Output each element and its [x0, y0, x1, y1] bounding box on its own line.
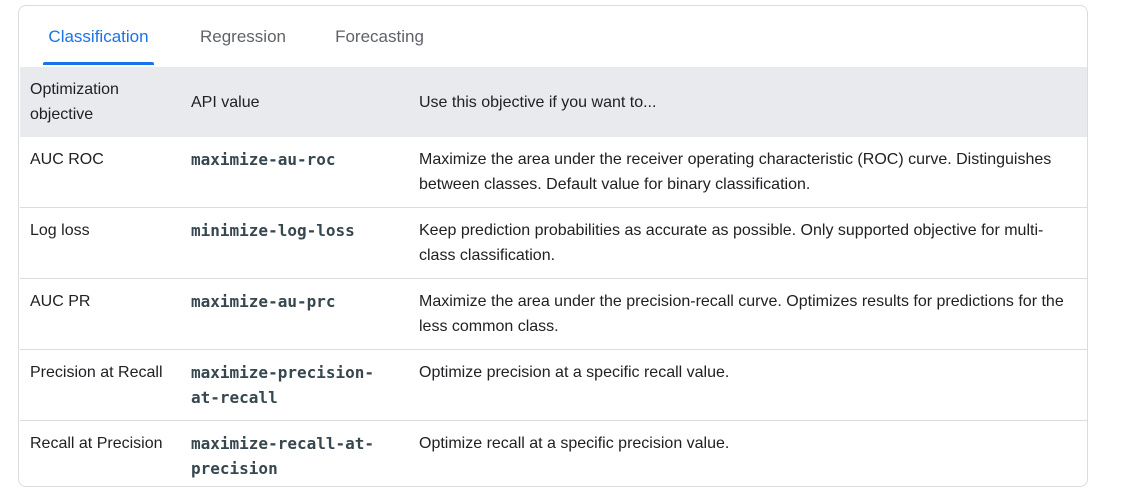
- tab-bar: Classification Regression Forecasting: [19, 6, 1087, 67]
- row-api-value: maximize-au-prc: [181, 278, 409, 350]
- objectives-card: Classification Regression Forecasting Op…: [18, 5, 1088, 487]
- row-objective: AUC PR: [20, 278, 181, 350]
- row-objective: Precision at Recall: [20, 349, 181, 421]
- row-description: Maximize the area under the precision-re…: [409, 278, 1087, 350]
- table-row: Log loss minimize-log-loss Keep predicti…: [20, 207, 1087, 279]
- tab-regression[interactable]: Regression: [197, 6, 289, 67]
- row-objective: Recall at Precision: [30, 435, 163, 452]
- row-api-value: maximize-au-roc: [181, 137, 409, 208]
- objectives-table: Optimization objective API value Use thi…: [20, 67, 1087, 487]
- table-row: AUC ROC maximize-au-roc Maximize the are…: [20, 137, 1087, 208]
- table-row: AUC PR maximize-au-prc Maximize the area…: [20, 278, 1087, 350]
- tab-forecasting-label: Forecasting: [335, 26, 424, 46]
- row-description: Optimize recall at a specific precision …: [419, 435, 730, 452]
- tab-classification[interactable]: Classification: [43, 6, 154, 67]
- row-description: Optimize precision at a specific recall …: [409, 349, 1087, 421]
- row-description: Maximize the area under the receiver ope…: [409, 137, 1087, 208]
- row-api-value: maximize-precision-at-recall: [181, 349, 409, 421]
- row-objective: Log loss: [20, 207, 181, 279]
- row-description: Keep prediction probabilities as accurat…: [409, 207, 1087, 279]
- tab-regression-label: Regression: [200, 26, 286, 46]
- row-api-value: minimize-log-loss: [181, 207, 409, 279]
- tab-classification-label: Classification: [48, 26, 149, 46]
- table-row: Recall at Precision maximize-recall-at-p…: [20, 421, 1087, 487]
- table-row: Precision at Recall maximize-precision-a…: [20, 349, 1087, 421]
- header-optimization-objective: Optimization objective: [30, 81, 119, 123]
- header-use-objective: Use this objective if you want to...: [419, 93, 657, 111]
- header-api-value: API value: [191, 93, 260, 111]
- table-header-row: Optimization objective API value Use thi…: [20, 67, 1087, 137]
- row-api-value: maximize-recall-at-precision: [191, 434, 375, 478]
- tab-forecasting[interactable]: Forecasting: [331, 6, 428, 67]
- row-objective: AUC ROC: [20, 137, 181, 208]
- active-tab-indicator: [43, 62, 154, 65]
